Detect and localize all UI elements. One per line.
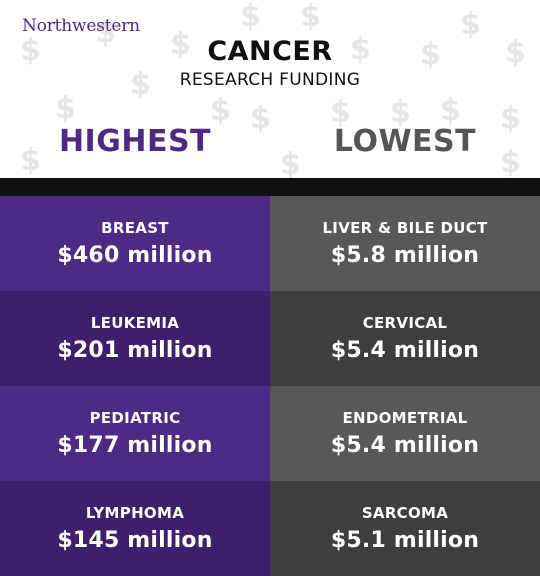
dollar-sign-icon: $ xyxy=(460,7,481,42)
funding-amount: $177 million xyxy=(57,433,213,458)
dollar-sign-icon: $ xyxy=(500,101,521,136)
dollar-sign-icon: $ xyxy=(95,15,116,50)
dollar-sign-icon: $ xyxy=(440,93,461,128)
dollar-sign-icon: $ xyxy=(20,33,41,68)
funding-amount: $5.4 million xyxy=(330,433,480,458)
lowest-cell: CERVICAL $5.4 million xyxy=(270,291,540,386)
divider-bar xyxy=(0,178,540,196)
page-title: CANCER xyxy=(207,36,333,67)
highest-heading: HIGHEST xyxy=(58,124,212,159)
funding-amount: $460 million xyxy=(57,243,213,268)
dollar-sign-icon: $ xyxy=(330,95,351,130)
cancer-name: CERVICAL xyxy=(362,314,448,332)
dollar-sign-icon: $ xyxy=(55,91,76,126)
dollar-sign-icon: $ xyxy=(280,147,301,179)
cancer-name: PEDIATRIC xyxy=(89,409,181,427)
dollar-pattern: $ $ $ $ $ $ $ $ $ $ $ $ $ $ $ $ $ $ $ $ xyxy=(0,0,540,179)
cancer-name: LIVER & BILE DUCT xyxy=(322,219,488,237)
dollar-sign-icon: $ xyxy=(170,27,191,62)
highest-cell: LEUKEMIA $201 million xyxy=(0,291,270,386)
header: $ $ $ $ $ $ $ $ $ $ $ $ $ $ $ $ $ $ $ $ … xyxy=(0,0,540,178)
dollar-sign-icon: $ xyxy=(350,32,371,67)
dollar-sign-icon: $ xyxy=(300,0,321,34)
cancer-name: SARCOMA xyxy=(361,504,449,522)
dollar-sign-icon: $ xyxy=(420,37,441,72)
lowest-heading: LOWEST xyxy=(333,124,477,159)
dollar-sign-icon: $ xyxy=(250,101,271,136)
dollar-sign-icon: $ xyxy=(240,0,261,34)
funding-grid: BREAST $460 million LIVER & BILE DUCT $5… xyxy=(0,196,540,576)
funding-amount: $5.1 million xyxy=(330,528,480,553)
northwestern-logo: Northwestern xyxy=(22,16,140,36)
funding-amount: $201 million xyxy=(57,338,213,363)
funding-amount: $5.8 million xyxy=(330,243,480,268)
cancer-name: ENDOMETRIAL xyxy=(342,409,468,427)
cancer-name: BREAST xyxy=(101,219,169,237)
highest-cell: LYMPHOMA $145 million xyxy=(0,481,270,576)
dollar-sign-icon: $ xyxy=(505,35,526,70)
page-subtitle: RESEARCH FUNDING xyxy=(179,70,361,90)
highest-cell: BREAST $460 million xyxy=(0,196,270,291)
cancer-name: LYMPHOMA xyxy=(85,504,185,522)
lowest-cell: LIVER & BILE DUCT $5.8 million xyxy=(270,196,540,291)
dollar-sign-icon: $ xyxy=(390,95,411,130)
dollar-sign-icon: $ xyxy=(130,67,151,102)
lowest-cell: ENDOMETRIAL $5.4 million xyxy=(270,386,540,481)
lowest-cell: SARCOMA $5.1 million xyxy=(270,481,540,576)
dollar-sign-icon: $ xyxy=(210,93,231,128)
funding-amount: $5.4 million xyxy=(330,338,480,363)
highest-cell: PEDIATRIC $177 million xyxy=(0,386,270,481)
dollar-sign-icon: $ xyxy=(500,145,521,178)
dollar-sign-icon: $ xyxy=(20,143,41,178)
funding-amount: $145 million xyxy=(57,528,213,553)
cancer-name: LEUKEMIA xyxy=(90,314,180,332)
